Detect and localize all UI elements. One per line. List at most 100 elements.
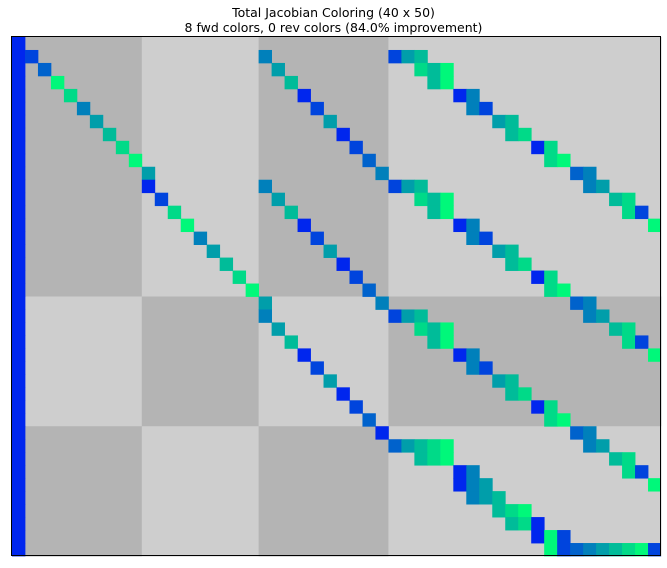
nonzero-cell <box>12 374 26 388</box>
nonzero-cell <box>440 452 454 466</box>
nonzero-cell <box>440 205 454 220</box>
nonzero-cell <box>50 75 65 90</box>
nonzero-cell <box>271 322 285 336</box>
nonzero-cell <box>401 49 415 64</box>
nonzero-cell <box>258 309 272 323</box>
nonzero-cell <box>271 62 285 77</box>
nonzero-cell <box>557 283 571 297</box>
nonzero-cell <box>141 166 156 181</box>
nonzero-cell <box>609 192 623 207</box>
nonzero-cell <box>557 413 571 427</box>
nonzero-cell <box>12 348 26 362</box>
nonzero-cell <box>12 101 26 116</box>
nonzero-cell <box>544 153 558 168</box>
nonzero-cell <box>518 387 532 401</box>
nonzero-cell <box>297 88 311 103</box>
nonzero-cell <box>141 179 156 194</box>
nonzero-cell <box>115 140 130 155</box>
nonzero-cell <box>596 543 610 557</box>
nonzero-cell <box>648 348 661 362</box>
nonzero-cell <box>440 439 454 453</box>
nonzero-cell <box>336 387 350 401</box>
nonzero-cell <box>12 387 26 401</box>
nonzero-cell <box>232 270 247 284</box>
nonzero-cell <box>531 400 545 414</box>
nonzero-cell <box>12 114 26 129</box>
nonzero-cell <box>544 140 558 155</box>
block-2-1 <box>24 296 143 427</box>
nonzero-cell <box>414 322 428 336</box>
nonzero-cell <box>258 179 272 194</box>
nonzero-cell <box>583 543 597 557</box>
nonzero-cell <box>414 309 428 323</box>
nonzero-cell <box>583 439 597 453</box>
nonzero-cell <box>388 179 402 194</box>
nonzero-cell <box>24 49 39 64</box>
nonzero-cell <box>570 543 584 557</box>
nonzero-cell <box>635 543 649 557</box>
nonzero-cell <box>466 88 480 103</box>
nonzero-cell <box>206 244 221 258</box>
nonzero-cell <box>440 322 454 336</box>
nonzero-cell <box>648 478 661 492</box>
nonzero-cell <box>258 296 272 310</box>
nonzero-cell <box>12 37 26 51</box>
nonzero-cell <box>349 400 363 414</box>
nonzero-cell <box>440 75 454 90</box>
nonzero-cell <box>622 192 636 207</box>
nonzero-cell <box>544 283 558 297</box>
nonzero-cell <box>583 296 597 310</box>
nonzero-cell <box>648 218 661 233</box>
nonzero-cell <box>531 517 545 531</box>
nonzero-cell <box>557 543 571 557</box>
nonzero-cell <box>258 49 272 64</box>
nonzero-cell <box>518 504 532 518</box>
nonzero-cell <box>492 504 506 518</box>
nonzero-cell <box>505 374 519 388</box>
nonzero-cell <box>323 244 337 258</box>
nonzero-cell <box>531 530 545 544</box>
nonzero-cell <box>12 166 26 181</box>
nonzero-cell <box>622 205 636 220</box>
nonzero-cell <box>505 387 519 401</box>
plot-frame <box>11 36 661 556</box>
nonzero-cell <box>76 101 91 116</box>
nonzero-cell <box>349 270 363 284</box>
nonzero-cell <box>570 296 584 310</box>
nonzero-cell <box>362 153 376 168</box>
nonzero-cell <box>414 49 428 64</box>
nonzero-cell <box>401 179 415 194</box>
nonzero-cell <box>453 88 467 103</box>
nonzero-cell <box>479 101 493 116</box>
nonzero-cell <box>466 491 480 505</box>
nonzero-cell <box>427 192 441 207</box>
nonzero-cell <box>635 205 649 220</box>
nonzero-cell <box>414 192 428 207</box>
nonzero-cell <box>401 439 415 453</box>
nonzero-cell <box>12 270 26 284</box>
nonzero-cell <box>583 426 597 440</box>
nonzero-cell <box>310 361 324 375</box>
nonzero-cell <box>401 309 415 323</box>
nonzero-cell <box>505 257 519 271</box>
nonzero-cell <box>440 192 454 207</box>
nonzero-cell <box>453 465 467 479</box>
nonzero-cell <box>622 322 636 336</box>
nonzero-cell <box>427 335 441 349</box>
nonzero-cell <box>362 283 376 297</box>
nonzero-cell <box>12 426 26 440</box>
nonzero-cell <box>427 205 441 220</box>
nonzero-cell <box>12 504 26 518</box>
nonzero-cell <box>544 270 558 284</box>
nonzero-cell <box>310 231 324 245</box>
nonzero-cell <box>284 335 298 349</box>
nonzero-cell <box>180 218 195 233</box>
nonzero-cell <box>12 413 26 427</box>
nonzero-cell <box>531 140 545 155</box>
nonzero-cell <box>583 179 597 194</box>
nonzero-cell <box>297 218 311 233</box>
nonzero-cell <box>12 283 26 297</box>
nonzero-cell <box>648 543 661 557</box>
nonzero-cell <box>583 309 597 323</box>
nonzero-cell <box>12 179 26 194</box>
